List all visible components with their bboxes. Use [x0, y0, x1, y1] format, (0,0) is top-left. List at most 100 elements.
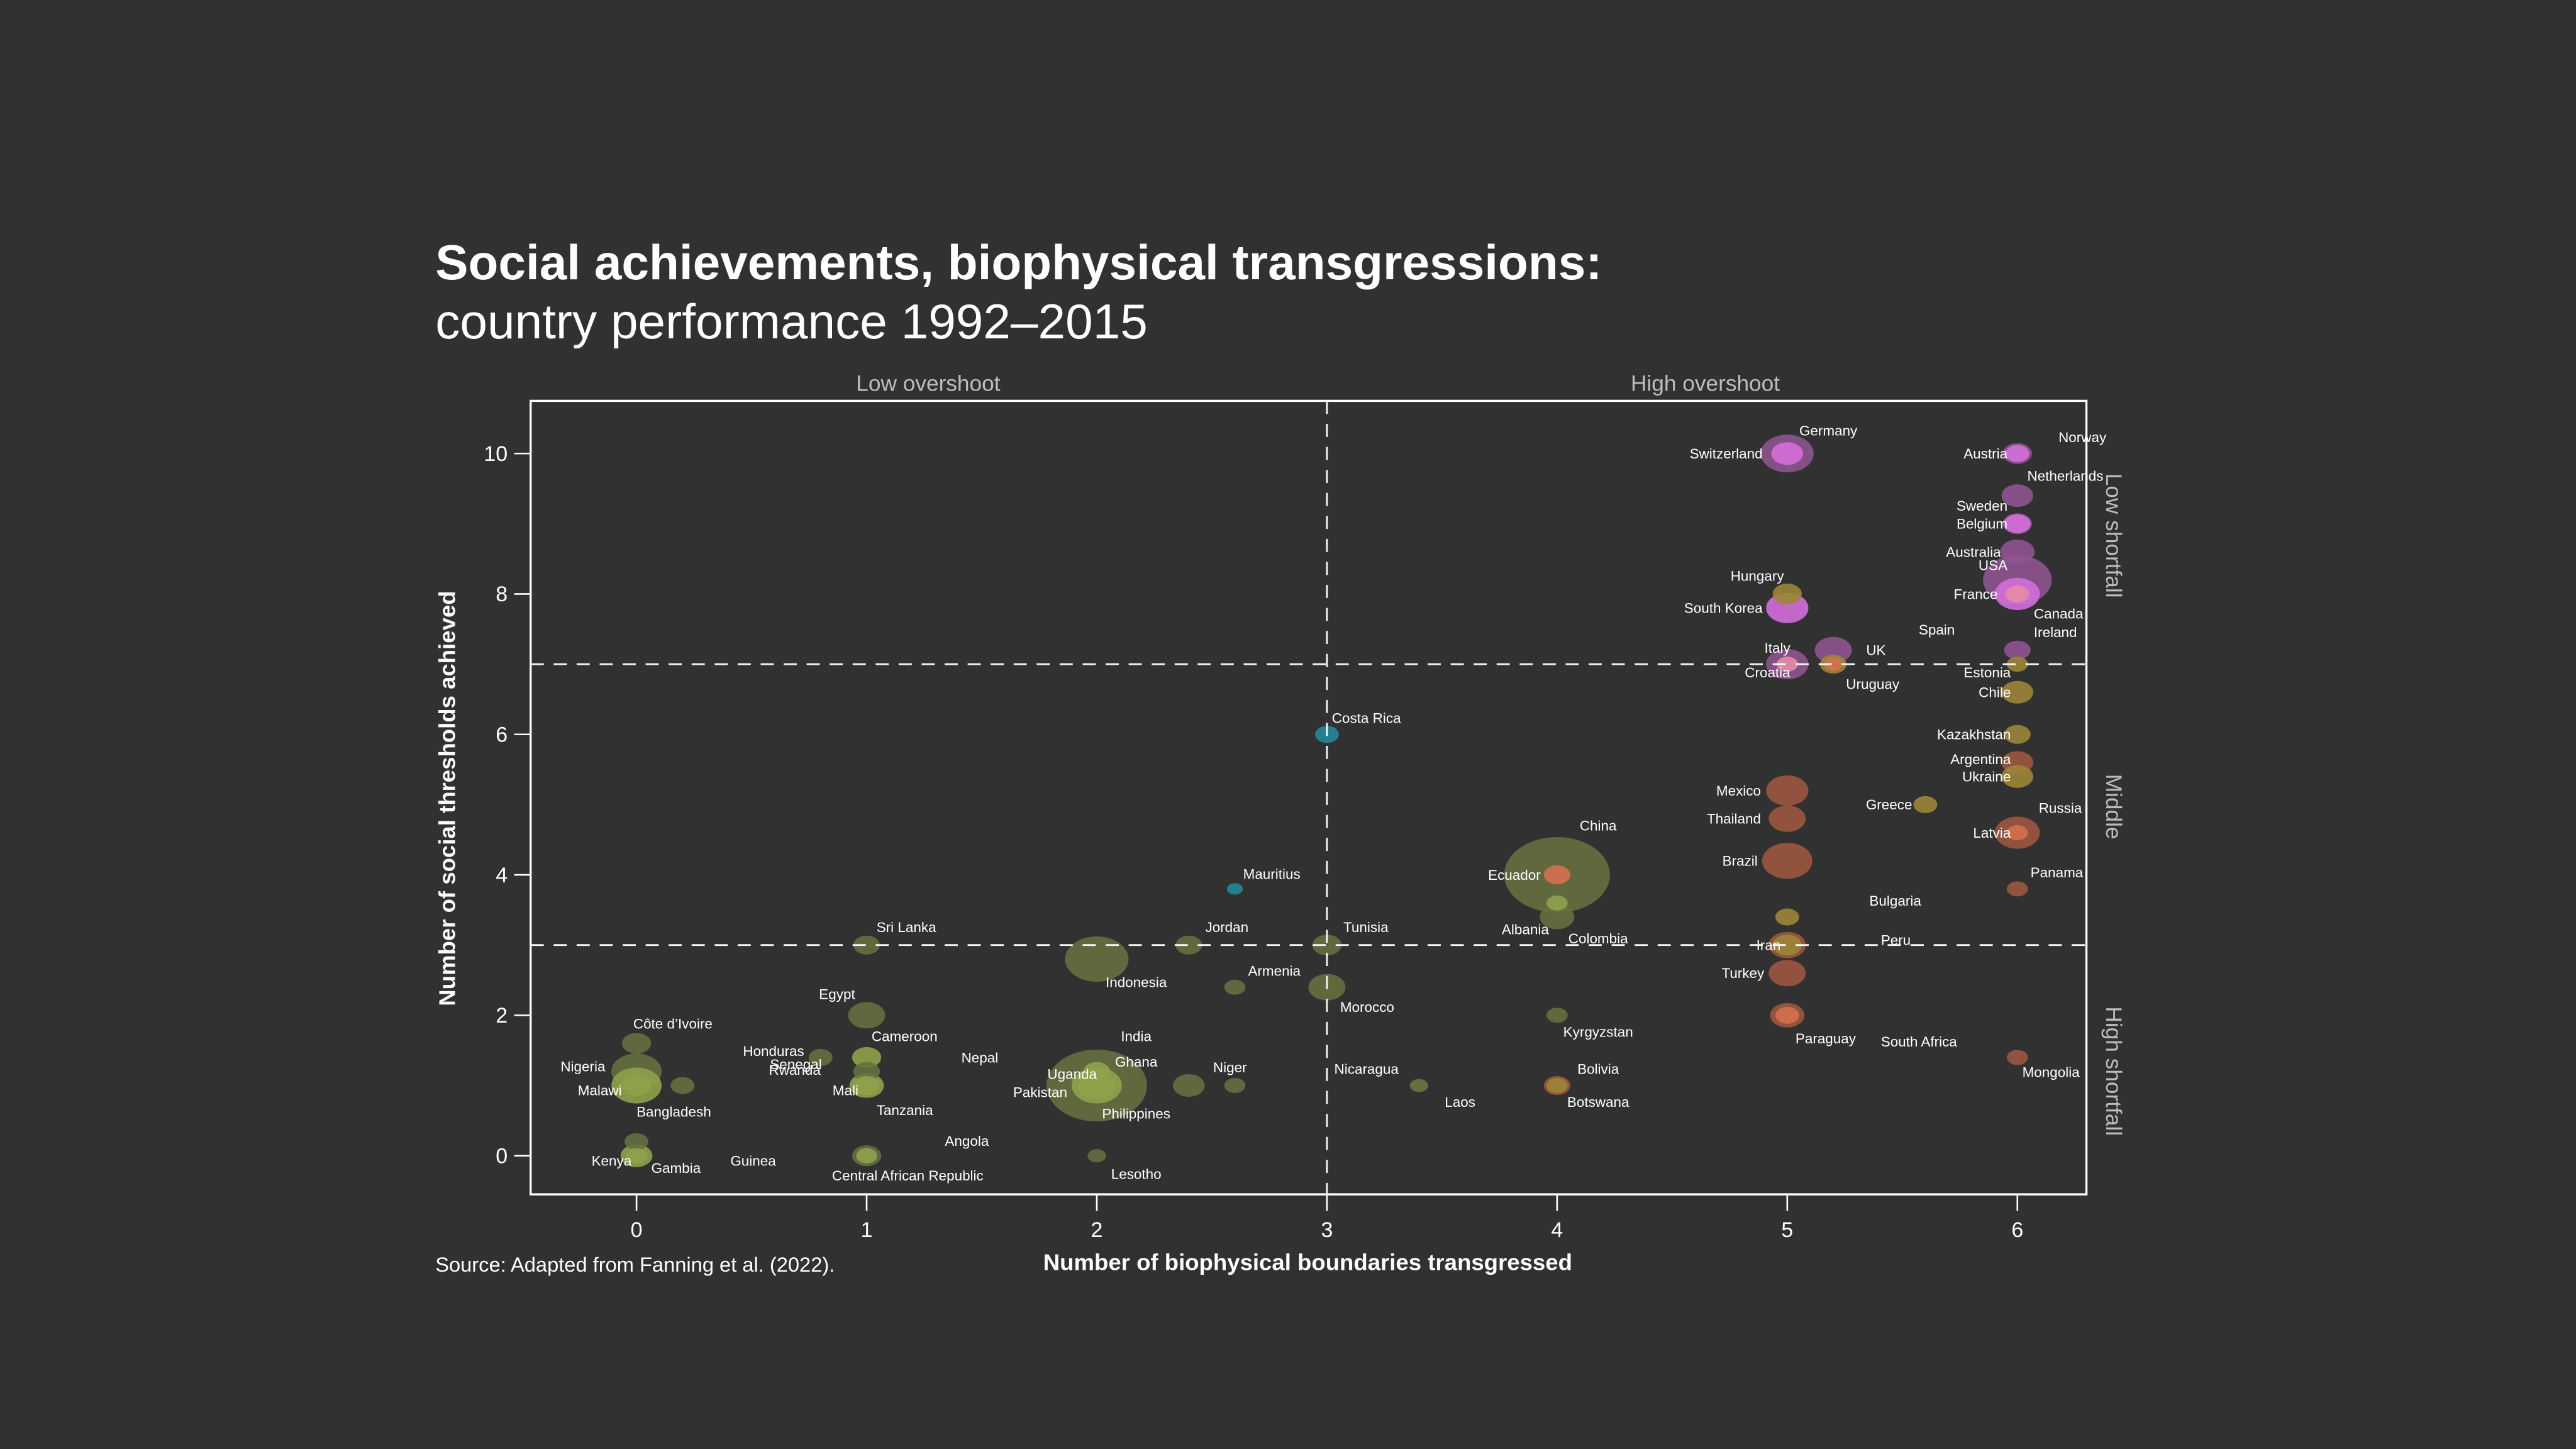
label-south-korea: South Korea: [1684, 601, 1763, 616]
bubble-turkey: [1768, 960, 1806, 987]
country-labels: Germany Switzerland Austria Norway Netherlan…: [560, 423, 2107, 1183]
label-mexico: Mexico: [1716, 783, 1761, 799]
quadrant-label-low-overshoot: Low overshoot: [856, 372, 1000, 396]
bubble-honduras: [808, 1048, 833, 1066]
label-senegal: Senegal: [770, 1057, 821, 1072]
bubble-colombia: [1540, 904, 1575, 930]
label-norway: Norway: [2058, 430, 2107, 445]
label-cameroon: Cameroon: [872, 1028, 938, 1044]
label-belgium: Belgium: [1957, 516, 2007, 532]
bubble-ireland: [2004, 640, 2031, 660]
label-sri-lanka: Sri Lanka: [877, 919, 936, 935]
bubble-angola: [856, 1148, 877, 1163]
label-uganda: Uganda: [1047, 1067, 1097, 1082]
bubble-nepal: [1085, 1077, 1109, 1094]
bubble-peru: [1772, 935, 1802, 956]
label-italy: Italy: [1765, 640, 1791, 656]
bubble-uganda: [1173, 1074, 1205, 1097]
x-tick-label: 2: [1091, 1218, 1103, 1242]
source-note: Source: Adapted from Fanning et al. (202…: [435, 1253, 835, 1276]
x-tick-label: 3: [1321, 1218, 1333, 1242]
label-jordan: Jordan: [1205, 919, 1248, 935]
chart-title: Social achievements, biophysical transgr…: [435, 235, 1602, 290]
label-rwanda: Rwanda: [769, 1062, 821, 1078]
y-tick-label: 4: [496, 863, 508, 887]
label-india: India: [1121, 1029, 1152, 1045]
label-armenia: Armenia: [1248, 963, 1301, 979]
plot-frame: [530, 399, 2088, 1196]
bubble-ukraine: [2001, 765, 2034, 788]
label-egypt: Egypt: [819, 986, 855, 1002]
label-guinea: Guinea: [730, 1153, 776, 1169]
bubble-tunisia: [1312, 935, 1342, 956]
label-peru: Peru: [1881, 933, 1911, 948]
bubble-canada: [2005, 585, 2029, 602]
label-ghana: Ghana: [1115, 1054, 1158, 1070]
label-niger: Niger: [1213, 1060, 1247, 1075]
label-france: France: [1954, 586, 1998, 602]
bubble-rwanda: [853, 1062, 880, 1081]
label-laos: Laos: [1445, 1094, 1475, 1110]
label-gambia: Gambia: [652, 1160, 701, 1176]
bubble-mexico: [1766, 775, 1809, 806]
label-kyrgyzstan: Kyrgyzstan: [1563, 1024, 1633, 1040]
bubble-niger: [1224, 1078, 1246, 1094]
bubble-cote-d-ivoire: [621, 1033, 652, 1054]
bubble-netherlands: [2001, 484, 2034, 508]
label-kazakhstan: Kazakhstan: [1937, 727, 2011, 743]
label-switzerland: Switzerland: [1690, 446, 1763, 462]
label-colombia: Colombia: [1568, 931, 1628, 947]
quadrant-label-low-shortfall: Low shortfall: [2101, 474, 2126, 598]
bubble-indonesia: [1065, 936, 1129, 982]
label-netherlands: Netherlands: [2027, 469, 2103, 484]
quadrant-label-high-overshoot: High overshoot: [1631, 372, 1780, 396]
bubble-mongolia: [2006, 1050, 2028, 1065]
bubble-uk: [1814, 636, 1852, 663]
label-greece: Greece: [1866, 797, 1913, 813]
bubble-lesotho: [1087, 1149, 1106, 1163]
label-brazil: Brazil: [1723, 853, 1758, 869]
label-sweden: Sweden: [1957, 498, 2007, 514]
y-tick-label: 0: [496, 1144, 508, 1168]
quadrant-label-high-shortfall: High shortfall: [2101, 1006, 2126, 1136]
bubble-panama: [2006, 881, 2028, 897]
label-ireland: Ireland: [2034, 625, 2077, 640]
label-latvia: Latvia: [1973, 825, 2011, 841]
bubble-jordan: [1175, 935, 1202, 955]
bubble-laos: [1411, 1080, 1427, 1092]
threshold-lines: [530, 401, 2087, 1195]
y-axis-label: Number of social thresholds achieved: [435, 591, 460, 1006]
bubble-uruguay: [1824, 657, 1843, 671]
label-uk: UK: [1866, 643, 1885, 658]
bubble-guinea: [626, 1148, 647, 1163]
x-tick-label: 1: [861, 1218, 873, 1242]
bubble-armenia: [1224, 979, 1246, 995]
label-nigeria: Nigeria: [560, 1059, 606, 1075]
label-austria: Austria: [1963, 446, 2007, 462]
label-tanzania: Tanzania: [877, 1102, 933, 1118]
bubble-croatia: [1776, 657, 1798, 672]
y-tick-label: 8: [496, 582, 508, 606]
label-malawi: Malawi: [578, 1083, 622, 1099]
bubble-bulgaria: [1775, 908, 1799, 926]
label-argentina: Argentina: [1950, 752, 2011, 767]
label-mongolia: Mongolia: [2023, 1065, 2080, 1080]
label-albania: Albania: [1502, 921, 1549, 937]
label-ukraine: Ukraine: [1962, 769, 2011, 785]
label-chile: Chile: [1979, 685, 2011, 701]
bubble-chile: [2001, 680, 2034, 704]
label-iran: Iran: [1757, 938, 1781, 953]
x-tick-label: 6: [2011, 1218, 2023, 1242]
bubble-brazil: [1762, 843, 1813, 879]
label-bulgaria: Bulgaria: [1869, 893, 1921, 909]
label-uruguay: Uruguay: [1846, 676, 1900, 692]
y-tick-label: 6: [496, 723, 508, 747]
bubble-paraguay: [1775, 1006, 1799, 1024]
label-turkey: Turkey: [1721, 965, 1765, 981]
bubble-botswana: [1546, 1078, 1568, 1094]
label-australia: Australia: [1946, 544, 2001, 560]
x-tick-label: 0: [631, 1218, 643, 1242]
label-pakistan: Pakistan: [1013, 1084, 1067, 1100]
label-honduras: Honduras: [743, 1043, 804, 1059]
